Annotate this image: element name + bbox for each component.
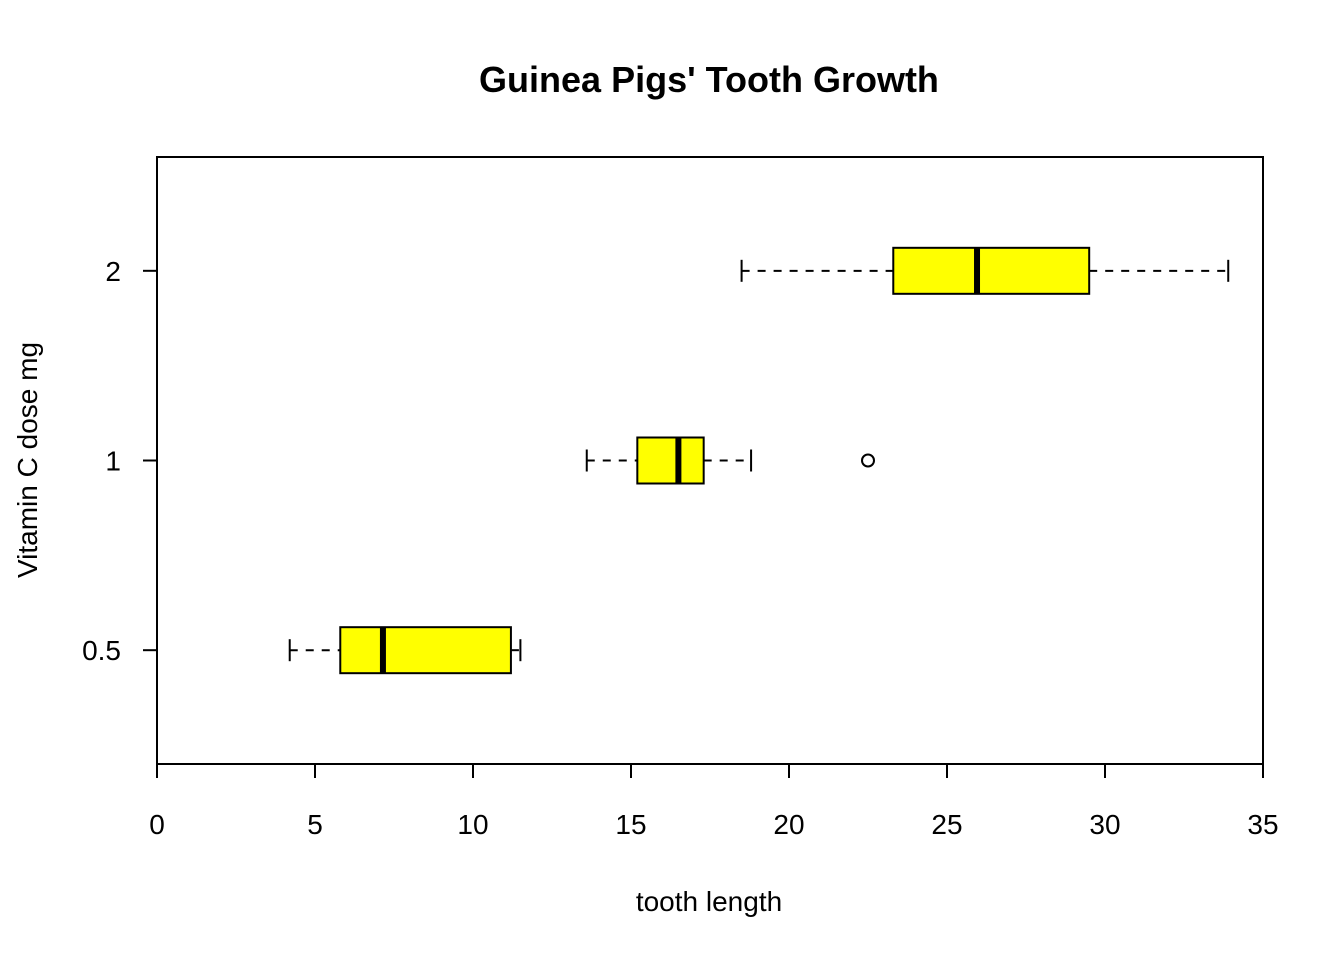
y-tick-label-2: 2: [105, 256, 121, 287]
y-tick-label-1: 1: [105, 446, 121, 477]
box-0.5: [288, 626, 522, 675]
outlier-1-0: [861, 453, 875, 468]
x-axis-label: tooth length: [636, 886, 782, 917]
boxes: [288, 246, 1230, 675]
y-axis: 0.5 1 2: [82, 256, 158, 666]
x-tick-label-35: 35: [1247, 809, 1278, 840]
iqr-box-0.5: [339, 626, 512, 675]
chart-title: Guinea Pigs' Tooth Growth: [479, 59, 939, 100]
iqr-box-2: [892, 246, 1091, 295]
x-tick-label-25: 25: [931, 809, 962, 840]
x-axis: 0 5 10 15 20 25 30 35: [149, 763, 1279, 840]
x-tick-label-20: 20: [773, 809, 804, 840]
x-tick-label-5: 5: [307, 809, 323, 840]
x-tick-label-15: 15: [615, 809, 646, 840]
y-tick-label-0.5: 0.5: [82, 635, 121, 666]
box-1: [585, 436, 875, 485]
iqr-box-1: [636, 436, 705, 485]
y-axis-label: Vitamin C dose mg: [12, 342, 43, 578]
x-tick-label-30: 30: [1089, 809, 1120, 840]
x-tick-label-0: 0: [149, 809, 165, 840]
x-tick-label-10: 10: [457, 809, 488, 840]
box-2: [740, 246, 1230, 295]
